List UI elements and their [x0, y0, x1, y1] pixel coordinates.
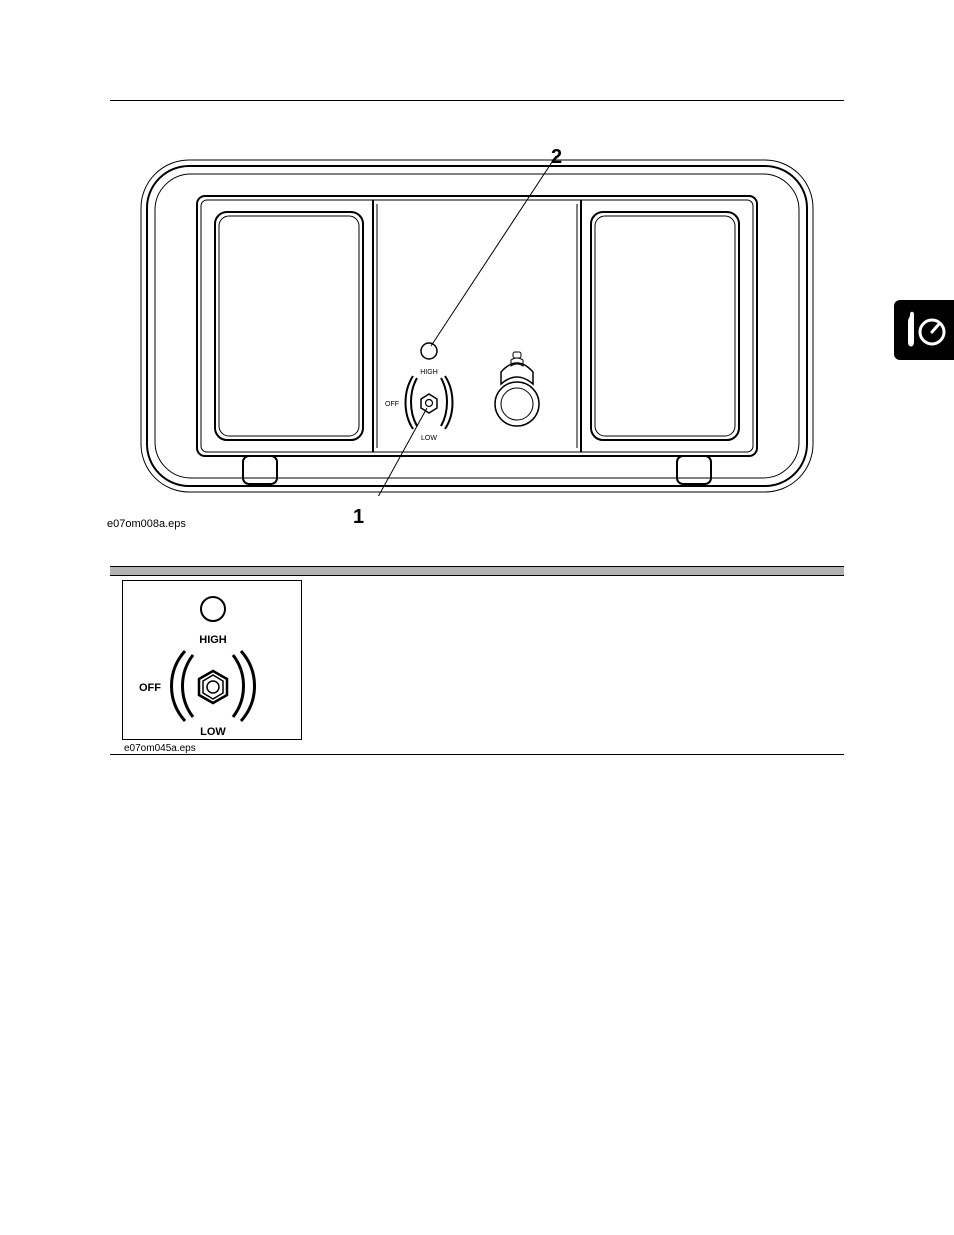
- diagram-caption: e07om008a.eps: [107, 518, 186, 530]
- row-description: [330, 576, 550, 596]
- gauge-tab-icon: [902, 308, 946, 352]
- icon-label-off: OFF: [139, 682, 161, 694]
- table-row: HIGH OFF: [110, 576, 844, 755]
- label-off: OFF: [385, 401, 399, 408]
- icon-caption: e07om045a.eps: [124, 743, 330, 754]
- table-header-2: [330, 567, 550, 576]
- row-function: [550, 576, 844, 596]
- table-header-3: [550, 567, 844, 576]
- page: 2: [0, 0, 954, 1235]
- main-diagram: 2: [137, 156, 817, 496]
- control-panel-diagram: HIGH OFF LOW: [137, 156, 817, 496]
- switch-icon-box: HIGH OFF: [122, 580, 302, 740]
- controls-table: HIGH OFF: [110, 566, 844, 755]
- label-low: LOW: [421, 435, 437, 442]
- icon-label-low: LOW: [200, 726, 226, 738]
- switch-icon: HIGH OFF: [123, 581, 303, 741]
- label-high: HIGH: [420, 369, 438, 376]
- section-tab: [894, 300, 954, 360]
- callout-1: 1: [353, 506, 364, 529]
- icon-label-high: HIGH: [199, 634, 227, 646]
- table-header-1: [110, 567, 330, 576]
- header-rule: [110, 100, 844, 101]
